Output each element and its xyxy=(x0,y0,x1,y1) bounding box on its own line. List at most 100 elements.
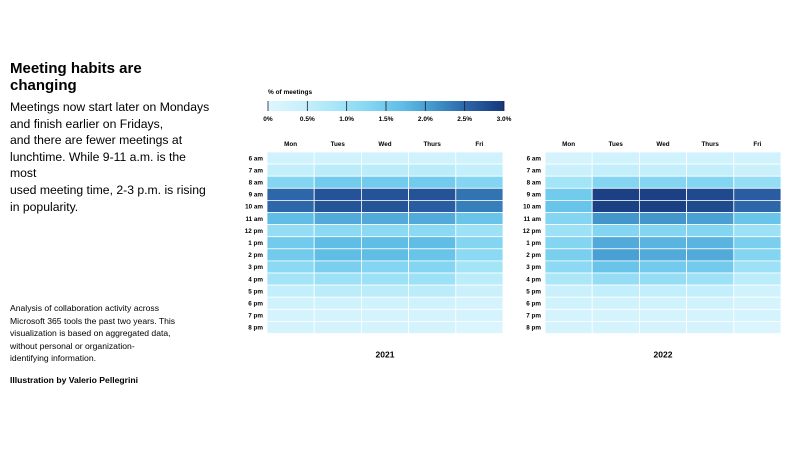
heatmap-cell xyxy=(408,151,457,165)
hour-label: 6 am xyxy=(527,155,542,162)
day-label: Fri xyxy=(475,141,483,148)
heatmap-cell xyxy=(455,163,504,177)
heatmap-cell xyxy=(455,175,504,189)
heatmap-cell xyxy=(639,248,688,262)
heatmap-cell xyxy=(686,320,735,334)
heatmap-cell xyxy=(544,151,593,165)
heatmap-cell xyxy=(455,308,504,322)
heatmap-cell xyxy=(544,296,593,310)
heatmap-cell xyxy=(686,284,735,298)
heatmap-cell xyxy=(544,284,593,298)
heatmap-cell xyxy=(733,308,782,322)
heatmap-cell xyxy=(266,308,315,322)
subtitle-line: in popularity. xyxy=(10,199,79,214)
legend-tick-label: 2.5% xyxy=(457,116,472,123)
subtitle-line: used meeting time, 2-3 p.m. is rising xyxy=(10,182,206,197)
hour-label: 4 pm xyxy=(248,276,263,283)
heatmap-cell xyxy=(686,224,735,238)
heatmap-cell xyxy=(733,272,782,286)
heatmap-cell xyxy=(686,296,735,310)
hour-label: 6 pm xyxy=(248,300,263,307)
day-label: Wed xyxy=(378,141,391,148)
heatmap-cell xyxy=(266,163,315,177)
heatmap-cell xyxy=(733,187,782,201)
heatmap-cell xyxy=(591,175,640,189)
heatmap-cell xyxy=(408,175,457,189)
hour-label: 4 pm xyxy=(526,276,541,283)
heatmap-cell xyxy=(455,272,504,286)
heatmap-cell xyxy=(455,224,504,238)
legend-tick-label: 0.5% xyxy=(300,116,315,123)
heatmap-cell xyxy=(408,163,457,177)
heatmap-cell xyxy=(733,212,782,226)
heatmap-cell xyxy=(591,308,640,322)
heatmap-cell xyxy=(455,151,504,165)
legend-title: % of meetings xyxy=(268,89,312,96)
heatmap-cell xyxy=(360,175,409,189)
heatmap-cell xyxy=(266,224,315,238)
hour-label: 8 pm xyxy=(526,325,541,332)
heatmap-cell xyxy=(591,248,640,262)
heatmap-cell xyxy=(544,163,593,177)
heatmap-cell xyxy=(544,260,593,274)
hour-label: 3 pm xyxy=(526,264,541,271)
hour-label: 7 am xyxy=(249,167,264,174)
heatmap-cell xyxy=(639,224,688,238)
heatmap-cell xyxy=(733,248,782,262)
heatmap-cell xyxy=(313,296,362,310)
heatmap-cell xyxy=(639,151,688,165)
heatmap-cell xyxy=(408,260,457,274)
heatmap-cell xyxy=(266,236,315,250)
heatmap-cell xyxy=(591,187,640,201)
heatmap-cell xyxy=(686,236,735,250)
heatmap-cell xyxy=(266,260,315,274)
heatmap-cell xyxy=(639,175,688,189)
hour-label: 2 pm xyxy=(248,252,263,259)
page-subtitle: Meetings now start later on Mondays and … xyxy=(10,99,210,215)
hour-label: 2 pm xyxy=(526,252,541,259)
note-line: without personal or organization- xyxy=(10,340,135,351)
heatmap-cell xyxy=(360,308,409,322)
legend-tick-label: 0% xyxy=(263,116,273,123)
day-label: Wed xyxy=(656,141,669,148)
heatmap-cell xyxy=(686,163,735,177)
heatmap-cell xyxy=(313,224,362,238)
heatmap-cell xyxy=(313,151,362,165)
heatmap-cell xyxy=(408,212,457,226)
heatmap-cell xyxy=(591,224,640,238)
heatmap-cell xyxy=(266,199,315,213)
heatmap-cell xyxy=(639,320,688,334)
heatmap-cell xyxy=(544,212,593,226)
legend-tick-label: 1.5% xyxy=(379,116,394,123)
heatmap-cell xyxy=(455,187,504,201)
heatmap-cell xyxy=(408,296,457,310)
heatmap-cell xyxy=(639,296,688,310)
heatmap-cell xyxy=(686,272,735,286)
heatmap-cell xyxy=(591,296,640,310)
heatmap-cell xyxy=(544,248,593,262)
heatmap-cell xyxy=(591,284,640,298)
heatmap-cell xyxy=(360,284,409,298)
heatmap-cell xyxy=(408,236,457,250)
subtitle-line: and there are fewer meetings at xyxy=(10,133,183,148)
heatmap-cell xyxy=(313,248,362,262)
heatmap-cell xyxy=(544,187,593,201)
heatmap-cell xyxy=(408,199,457,213)
heatmap-cell xyxy=(639,187,688,201)
heatmap-cell xyxy=(408,224,457,238)
heatmap-cell xyxy=(686,248,735,262)
hour-label: 8 am xyxy=(527,179,542,186)
heatmap-cell xyxy=(686,212,735,226)
subtitle-line: lunchtime. While 9-11 a.m. is the most xyxy=(10,149,186,181)
heatmap-cell xyxy=(360,187,409,201)
heatmap-cell xyxy=(591,199,640,213)
heatmap-cell xyxy=(266,212,315,226)
hour-label: 10 am xyxy=(245,204,263,211)
heatmap-cell xyxy=(686,260,735,274)
heatmap-cell xyxy=(733,260,782,274)
heatmap-cell xyxy=(591,163,640,177)
hour-label: 5 pm xyxy=(526,288,541,295)
heatmap-cell xyxy=(591,236,640,250)
heatmap-cell xyxy=(733,175,782,189)
